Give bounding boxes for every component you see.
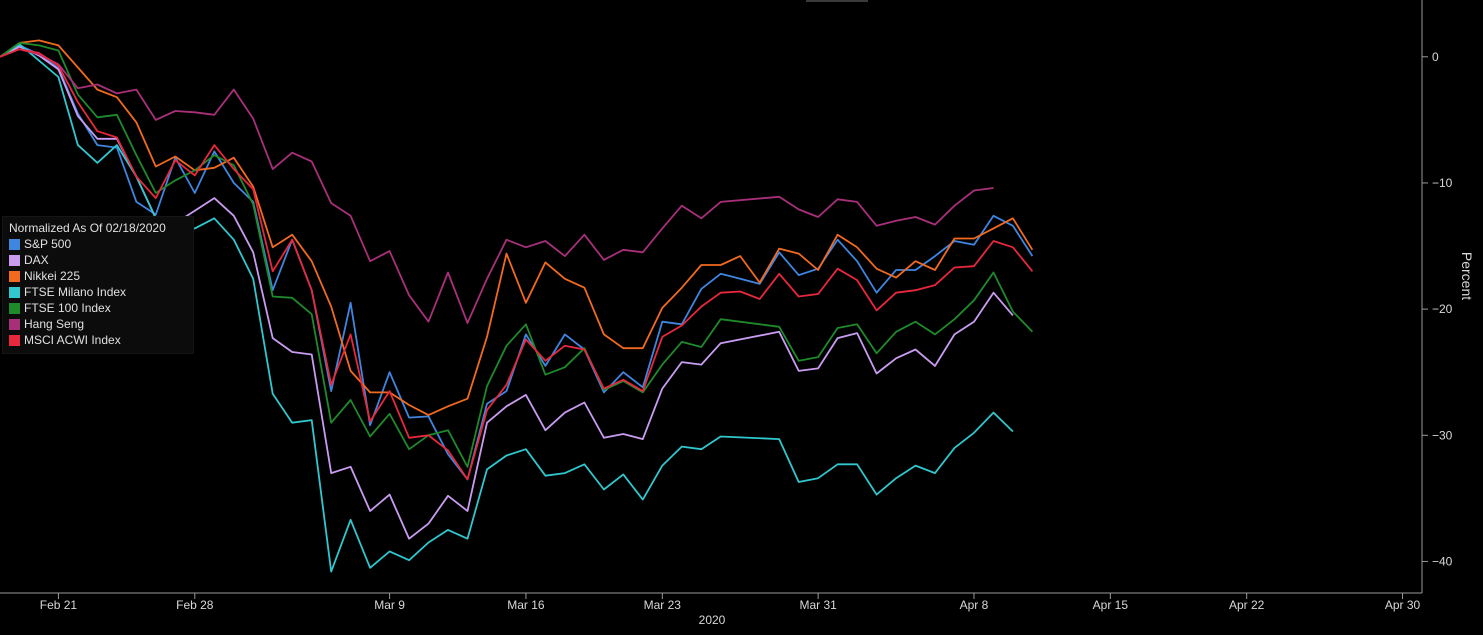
y-tick-label: −10 [1432, 176, 1453, 190]
series-line-2 [0, 39, 1034, 416]
legend: Normalized As Of 02/18/2020 S&P 500 DAX Ni… [2, 216, 194, 354]
x-tick-label: Mar 31 [799, 598, 837, 612]
series-line-5 [0, 48, 994, 324]
x-axis-year-label: 2020 [699, 613, 726, 627]
legend-item: MSCI ACWI Index [9, 332, 187, 348]
x-tick-label: Mar 9 [374, 598, 405, 612]
x-tick-label: Apr 22 [1229, 598, 1265, 612]
x-tick-label: Feb 21 [40, 598, 78, 612]
legend-label: Nikkei 225 [24, 269, 81, 283]
x-tick-label: Mar 23 [644, 598, 682, 612]
legend-title: Normalized As Of 02/18/2020 [9, 221, 166, 235]
x-tick-label: Mar 16 [507, 598, 545, 612]
legend-label: S&P 500 [24, 237, 72, 251]
series-line-4 [0, 42, 1034, 468]
y-tick-label: −40 [1432, 554, 1453, 568]
legend-swatch [9, 238, 20, 250]
series-line-6 [0, 48, 1034, 481]
legend-label: FTSE 100 Index [24, 301, 111, 315]
legend-label: MSCI ACWI Index [24, 333, 121, 347]
x-tick-label: Apr 8 [960, 598, 989, 612]
y-tick-label: −30 [1432, 428, 1453, 442]
top-scroll-indicator [806, 0, 868, 2]
legend-item: S&P 500 [9, 236, 187, 252]
legend-label: DAX [24, 253, 49, 267]
legend-item: FTSE Milano Index [9, 284, 187, 300]
x-tick-label: Apr 15 [1093, 598, 1129, 612]
legend-item: Nikkei 225 [9, 268, 187, 284]
legend-swatch [9, 302, 20, 314]
x-tick-label: Apr 30 [1385, 598, 1421, 612]
y-tick-label: −20 [1432, 302, 1453, 316]
y-axis-label: Percent [1459, 252, 1475, 300]
x-tick-label: Feb 28 [176, 598, 214, 612]
y-tick-label: 0 [1432, 50, 1439, 64]
legend-item: DAX [9, 252, 187, 268]
legend-swatch [9, 318, 20, 330]
legend-label: Hang Seng [24, 317, 85, 331]
legend-item: Hang Seng [9, 316, 187, 332]
legend-swatch [9, 334, 20, 346]
legend-swatch [9, 270, 20, 282]
x-axis: Feb 21 Feb 28 Mar 9 Mar 16 Mar 23 Mar 31 Apr 8… [0, 592, 1422, 612]
legend-label: FTSE Milano Index [24, 285, 127, 299]
legend-swatch [9, 254, 20, 266]
legend-item: FTSE 100 Index [9, 300, 187, 316]
legend-swatch [9, 286, 20, 298]
y-axis: 0 −10 −20 −30 −40 [1421, 0, 1453, 593]
